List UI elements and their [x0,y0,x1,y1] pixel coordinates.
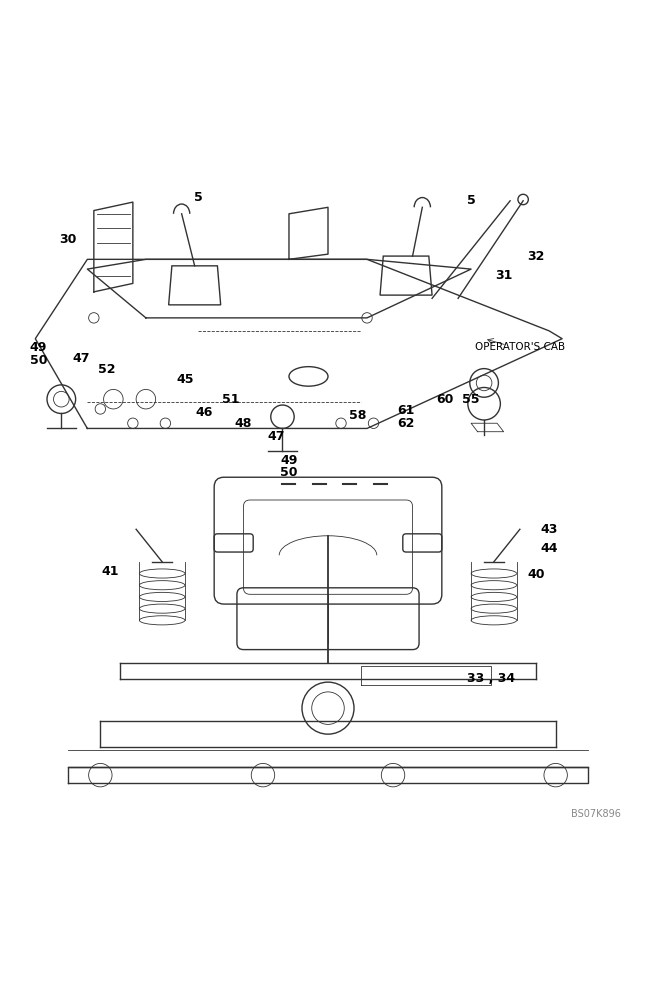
Text: 50: 50 [280,466,298,479]
Text: 43: 43 [541,523,558,536]
Text: 55: 55 [462,393,480,406]
Text: 32: 32 [527,250,545,263]
Text: 52: 52 [98,363,115,376]
Text: 45: 45 [176,373,194,386]
Text: 58: 58 [348,409,366,422]
Text: 47: 47 [72,352,90,365]
Text: 51: 51 [222,393,239,406]
Text: 30: 30 [59,233,77,246]
Text: 50: 50 [30,354,47,367]
Text: 46: 46 [195,406,213,419]
Text: BS07K896: BS07K896 [571,809,621,819]
Text: 31: 31 [495,269,512,282]
Text: 5: 5 [194,191,202,204]
Text: 49: 49 [30,341,47,354]
Text: 47: 47 [267,430,285,443]
Text: OPERATOR'S CAB: OPERATOR'S CAB [475,342,565,352]
Text: 49: 49 [280,454,298,467]
Text: 48: 48 [235,417,252,430]
Text: 62: 62 [398,417,415,430]
Text: 44: 44 [541,542,558,555]
Text: 33 , 34: 33 , 34 [466,672,515,685]
Text: 41: 41 [101,565,119,578]
Text: 40: 40 [527,568,545,581]
Text: 60: 60 [436,393,454,406]
Text: 5: 5 [466,194,476,207]
Text: 61: 61 [398,404,415,417]
